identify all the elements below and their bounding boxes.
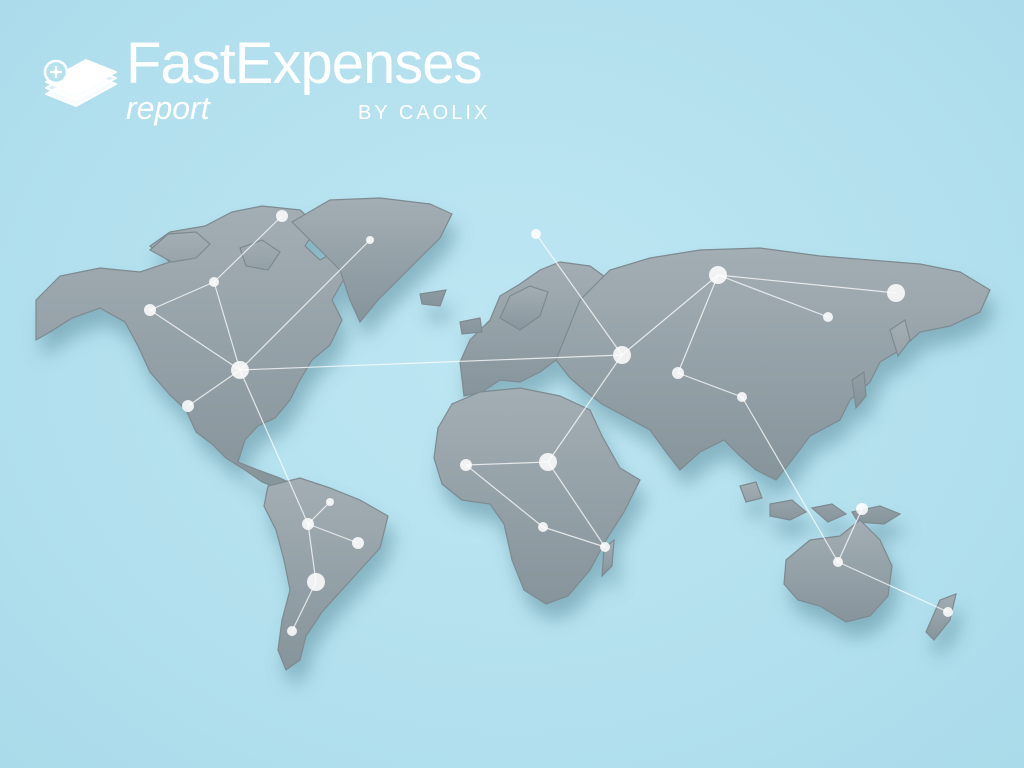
arctic-islands [148,231,447,307]
node-alaska [144,304,156,316]
add-expense-stack-icon [43,59,117,107]
greenland [291,197,453,324]
north-america [35,205,351,491]
asia [555,247,991,481]
southeast-asia [739,481,902,525]
node-far-east [887,284,905,302]
node-arctic [276,210,288,222]
brand-name: FastExpenses [126,31,483,96]
node-greenland [366,236,374,244]
app-logo: FastExpenses report BY CAOLIX [40,31,520,136]
south-america [263,477,389,671]
node-canada [209,277,219,287]
africa [433,387,641,605]
node-east-siberia [823,312,833,322]
node-russia-west [613,346,631,364]
node-africa-central [539,453,557,471]
node-usa [231,361,249,379]
node-siberia [709,266,727,284]
node-new-zealand [943,607,953,617]
node-madagascar [600,542,610,552]
scandinavia [459,285,549,335]
node-brazil-east [352,537,364,549]
node-china [737,392,747,402]
network-nodes [144,210,953,636]
node-south-africa [538,522,548,532]
new-zealand [925,593,957,641]
node-patagonia [287,626,297,636]
japan [851,319,911,410]
node-argentina [307,573,325,591]
australia [783,519,893,623]
brand-product: report [126,90,210,126]
continents [35,197,991,671]
brand-vendor: BY CAOLIX [358,102,491,124]
network-lines [149,215,949,632]
node-west-africa [460,459,472,471]
node-west-coast [182,400,194,412]
node-peru [302,518,314,530]
node-australia [833,557,843,567]
node-brazil-north [326,498,334,506]
node-central-asia [672,367,684,379]
node-scandinavia [531,229,541,239]
node-new-guinea [856,503,868,515]
